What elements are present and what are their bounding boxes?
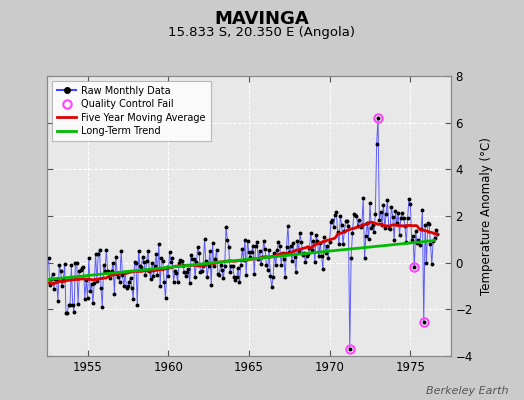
Text: MAVINGA: MAVINGA xyxy=(215,10,309,28)
Legend: Raw Monthly Data, Quality Control Fail, Five Year Moving Average, Long-Term Tren: Raw Monthly Data, Quality Control Fail, … xyxy=(52,81,211,141)
Y-axis label: Temperature Anomaly (°C): Temperature Anomaly (°C) xyxy=(480,137,493,295)
Text: Berkeley Earth: Berkeley Earth xyxy=(426,386,508,396)
Text: 15.833 S, 20.350 E (Angola): 15.833 S, 20.350 E (Angola) xyxy=(169,26,355,39)
